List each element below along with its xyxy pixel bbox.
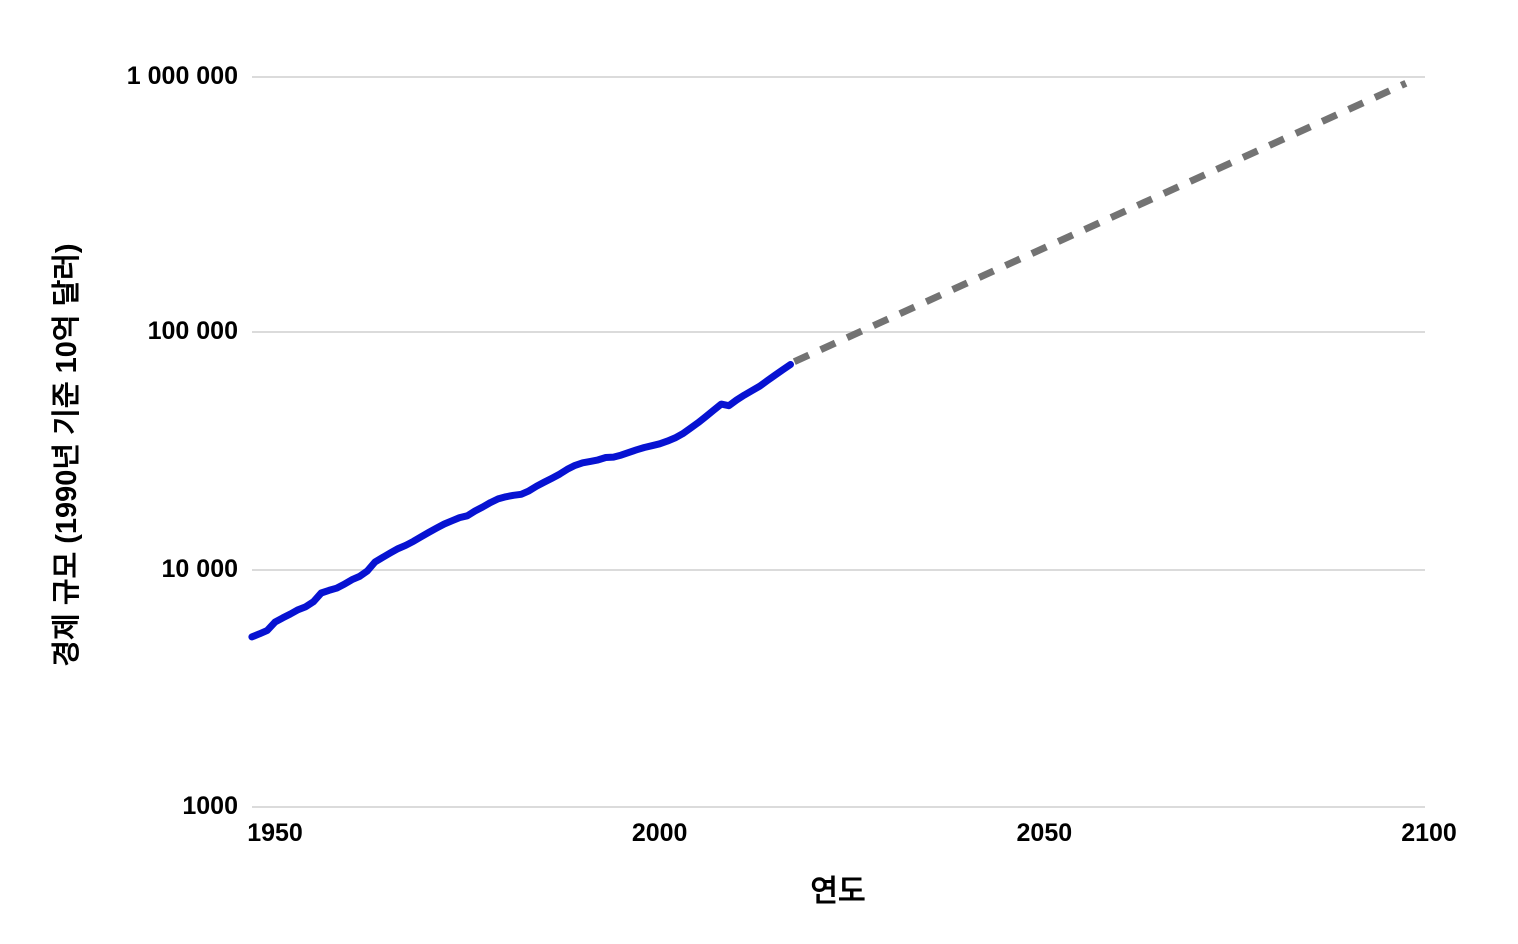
x-tick-label: 2100 bbox=[1401, 819, 1457, 847]
x-tick-label: 2000 bbox=[631, 819, 688, 847]
x-tick-label: 1950 bbox=[247, 819, 303, 847]
y-tick-label: 1 000 000 bbox=[126, 62, 238, 90]
historical-solid-line bbox=[248, 361, 794, 641]
projection-dashed-line bbox=[792, 80, 1408, 365]
y-axis-title: 경제 규모 (1990년 기준 10억 달러) bbox=[51, 243, 83, 667]
x-axis-title: 연도 bbox=[810, 875, 866, 908]
y-tick-label: 1000 bbox=[182, 792, 238, 820]
x-tick-label: 2050 bbox=[1016, 819, 1073, 847]
y-tick-label: 100 000 bbox=[147, 317, 238, 345]
y-tick-label: 10 000 bbox=[161, 555, 238, 583]
